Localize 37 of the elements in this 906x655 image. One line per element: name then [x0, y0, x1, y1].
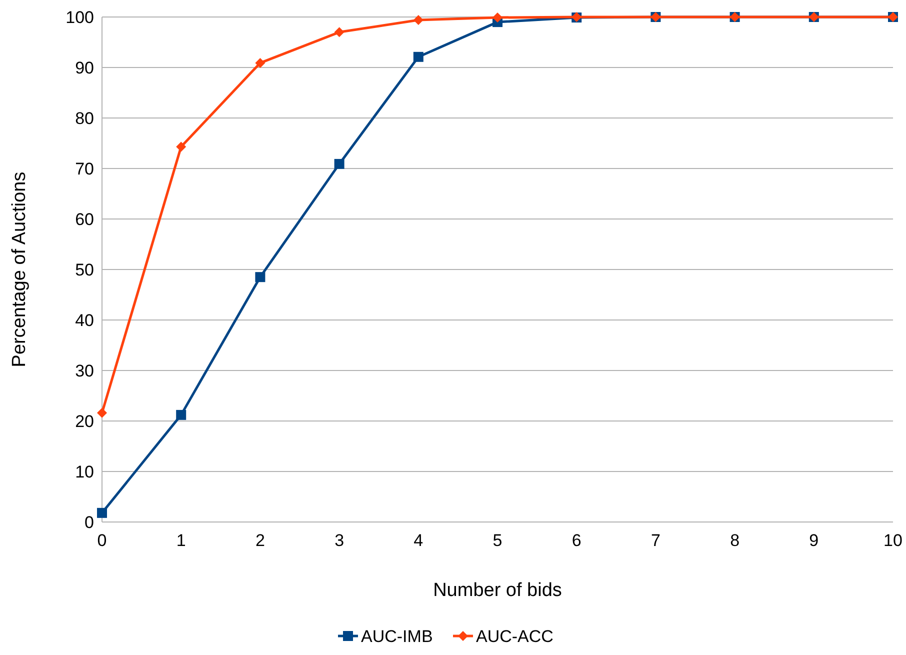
y-axis-title: Percentage of Auctions — [9, 172, 30, 368]
y-tick-label: 20 — [75, 412, 94, 431]
point — [97, 408, 107, 418]
x-tick-label: 10 — [884, 531, 902, 550]
x-tick-label: 1 — [176, 531, 186, 550]
x-tick-label: 3 — [334, 531, 344, 550]
point — [334, 158, 344, 169]
x-tick-label: 0 — [97, 531, 107, 550]
x-axis-title: Number of bids — [433, 580, 562, 601]
point — [492, 12, 502, 23]
point — [255, 58, 266, 68]
x-tick-label: 9 — [809, 531, 819, 550]
y-tick-label: 50 — [75, 260, 94, 280]
point — [413, 52, 424, 62]
y-tick-label: 80 — [75, 108, 94, 128]
y-tick-label: 40 — [75, 310, 94, 330]
legend-label: AUC-ACC — [476, 626, 554, 646]
x-tick-label: 7 — [650, 531, 660, 550]
x-tick-label: 2 — [255, 531, 265, 550]
y-tick-label: 60 — [75, 210, 94, 229]
legend-label: AUC-IMB — [361, 626, 433, 646]
x-tick-label: 5 — [492, 531, 502, 550]
y-tick-label: 10 — [75, 462, 94, 482]
x-tick-label: 4 — [414, 531, 424, 550]
point — [334, 27, 344, 38]
point — [176, 410, 186, 420]
x-tick-label: 8 — [730, 531, 740, 550]
point — [255, 272, 266, 282]
y-tick-label: 100 — [66, 8, 94, 27]
point — [97, 508, 107, 518]
y-tick-label: 0 — [84, 512, 94, 532]
point — [176, 142, 186, 152]
y-tick-label: 70 — [75, 159, 94, 178]
point — [413, 15, 424, 26]
y-tick-label: 30 — [75, 361, 94, 380]
y-tick-label: 90 — [75, 58, 94, 78]
x-tick-label: 6 — [572, 531, 582, 550]
